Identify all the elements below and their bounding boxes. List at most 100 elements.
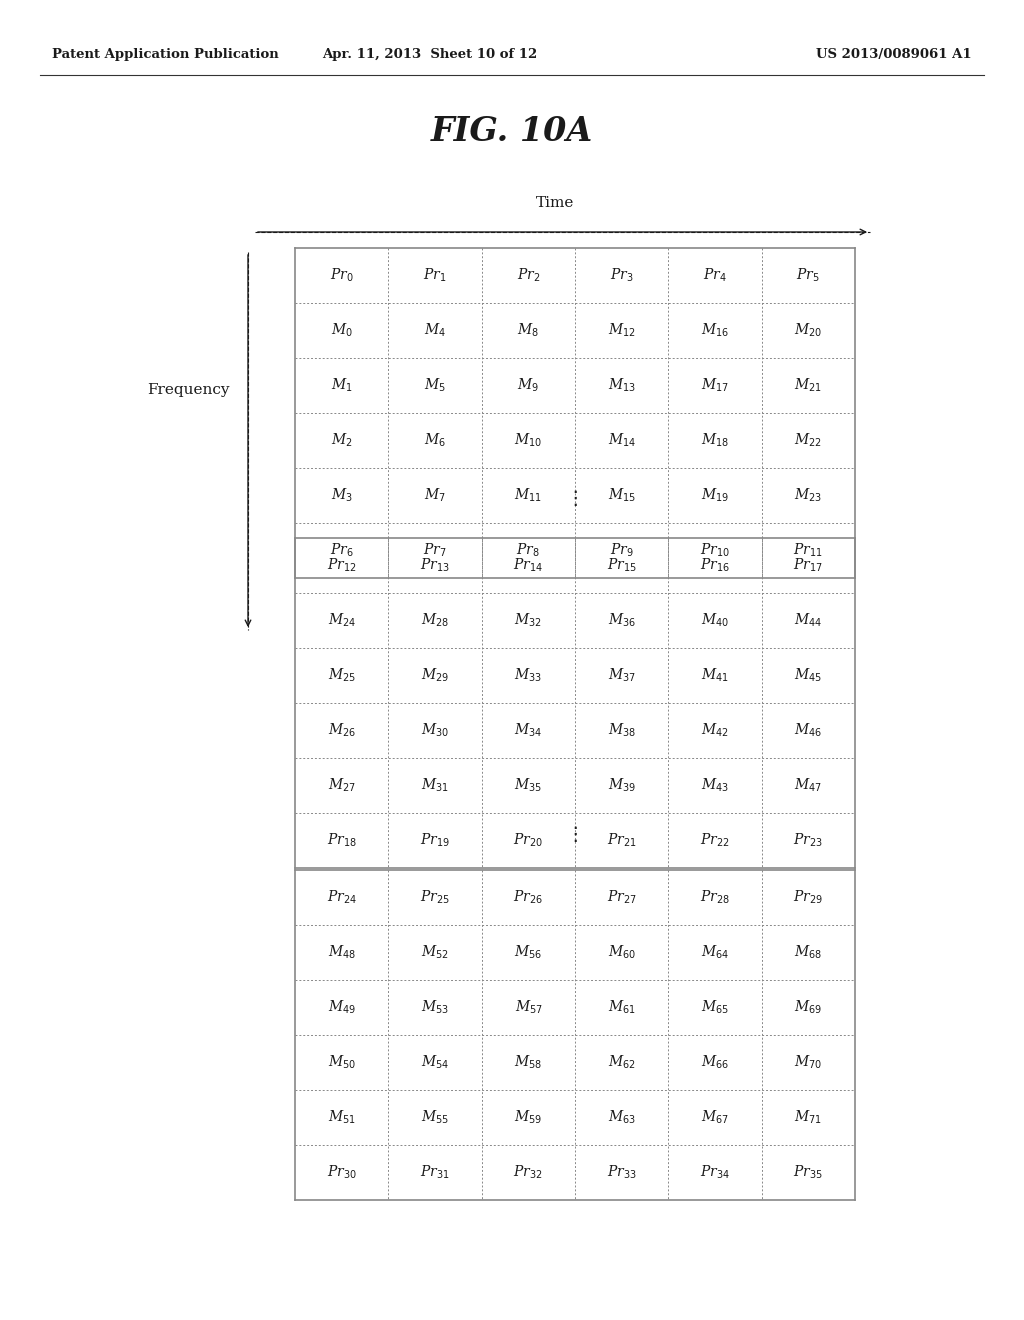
- Text: US 2013/0089061 A1: US 2013/0089061 A1: [816, 48, 972, 61]
- Text: Pr$_{25}$: Pr$_{25}$: [420, 888, 450, 907]
- Text: Pr$_{11}$: Pr$_{11}$: [794, 541, 823, 560]
- Text: M$_{28}$: M$_{28}$: [421, 611, 450, 630]
- Text: Pr$_1$: Pr$_1$: [423, 267, 446, 284]
- Text: M$_{45}$: M$_{45}$: [795, 667, 822, 684]
- Text: M$_{41}$: M$_{41}$: [701, 667, 729, 684]
- Text: M$_{24}$: M$_{24}$: [328, 611, 355, 630]
- Text: M$_{25}$: M$_{25}$: [328, 667, 355, 684]
- Bar: [295, 539, 855, 869]
- Text: M$_2$: M$_2$: [331, 432, 352, 449]
- Text: Pr$_5$: Pr$_5$: [797, 267, 820, 284]
- Text: M$_{58}$: M$_{58}$: [514, 1053, 543, 1072]
- Text: M$_{40}$: M$_{40}$: [700, 611, 729, 630]
- Text: M$_{47}$: M$_{47}$: [795, 776, 822, 795]
- Text: M$_{62}$: M$_{62}$: [607, 1053, 636, 1072]
- Text: Pr$_{31}$: Pr$_{31}$: [420, 1164, 450, 1181]
- Text: M$_{50}$: M$_{50}$: [328, 1053, 355, 1072]
- Text: M$_{38}$: M$_{38}$: [607, 722, 636, 739]
- Text: M$_{36}$: M$_{36}$: [607, 611, 636, 630]
- Text: M$_5$: M$_5$: [424, 376, 446, 395]
- Text: Pr$_{34}$: Pr$_{34}$: [700, 1164, 730, 1181]
- Text: M$_{14}$: M$_{14}$: [607, 432, 636, 449]
- Text: M$_0$: M$_0$: [331, 322, 352, 339]
- Text: M$_{11}$: M$_{11}$: [514, 487, 543, 504]
- Text: M$_{21}$: M$_{21}$: [795, 376, 822, 395]
- Text: M$_{17}$: M$_{17}$: [701, 376, 729, 395]
- Text: Frequency: Frequency: [146, 383, 229, 397]
- Text: Pr$_{27}$: Pr$_{27}$: [607, 888, 637, 907]
- Text: M$_{65}$: M$_{65}$: [700, 999, 729, 1016]
- Text: Pr$_{33}$: Pr$_{33}$: [607, 1164, 637, 1181]
- Bar: [295, 870, 855, 1200]
- Text: M$_{32}$: M$_{32}$: [514, 611, 543, 630]
- Text: M$_{52}$: M$_{52}$: [421, 944, 449, 961]
- Text: M$_{54}$: M$_{54}$: [421, 1053, 450, 1072]
- Text: Pr$_0$: Pr$_0$: [330, 267, 353, 284]
- Text: M$_{55}$: M$_{55}$: [421, 1109, 450, 1126]
- Text: M$_{26}$: M$_{26}$: [328, 722, 355, 739]
- Text: Time: Time: [536, 195, 574, 210]
- Text: M$_{70}$: M$_{70}$: [795, 1053, 822, 1072]
- Text: M$_{48}$: M$_{48}$: [328, 944, 355, 961]
- Text: M$_6$: M$_6$: [424, 432, 446, 449]
- Text: M$_{27}$: M$_{27}$: [328, 776, 355, 795]
- Text: M$_{34}$: M$_{34}$: [514, 722, 543, 739]
- Text: Pr$_4$: Pr$_4$: [703, 267, 727, 284]
- Text: M$_{61}$: M$_{61}$: [607, 999, 636, 1016]
- Text: M$_{44}$: M$_{44}$: [795, 611, 822, 630]
- Text: M$_{29}$: M$_{29}$: [421, 667, 450, 684]
- Text: M$_{19}$: M$_{19}$: [700, 487, 729, 504]
- Text: Pr$_{20}$: Pr$_{20}$: [513, 832, 544, 849]
- Text: FIG. 10A: FIG. 10A: [431, 115, 593, 148]
- Text: Pr$_{22}$: Pr$_{22}$: [700, 832, 730, 849]
- Text: M$_{35}$: M$_{35}$: [514, 776, 543, 795]
- Text: M$_7$: M$_7$: [424, 487, 446, 504]
- Text: Pr$_{23}$: Pr$_{23}$: [794, 832, 823, 849]
- Text: M$_{59}$: M$_{59}$: [514, 1109, 542, 1126]
- Bar: [295, 248, 855, 578]
- Text: Pr$_8$: Pr$_8$: [516, 541, 541, 560]
- Text: Pr$_{24}$: Pr$_{24}$: [327, 888, 356, 907]
- Text: M$_{15}$: M$_{15}$: [607, 487, 636, 504]
- Text: M$_{68}$: M$_{68}$: [795, 944, 822, 961]
- Text: Pr$_{21}$: Pr$_{21}$: [607, 832, 637, 849]
- Text: M$_{56}$: M$_{56}$: [514, 944, 543, 961]
- Text: M$_{37}$: M$_{37}$: [607, 667, 636, 684]
- Text: Pr$_{16}$: Pr$_{16}$: [700, 557, 730, 574]
- Text: M$_9$: M$_9$: [517, 376, 540, 395]
- Text: ⋮: ⋮: [565, 488, 585, 507]
- Text: Pr$_{35}$: Pr$_{35}$: [794, 1164, 823, 1181]
- Text: M$_{51}$: M$_{51}$: [328, 1109, 355, 1126]
- Text: M$_{30}$: M$_{30}$: [421, 722, 450, 739]
- Text: Pr$_{14}$: Pr$_{14}$: [513, 557, 544, 574]
- Text: M$_{57}$: M$_{57}$: [515, 999, 542, 1016]
- Text: M$_{71}$: M$_{71}$: [795, 1109, 822, 1126]
- Text: M$_{43}$: M$_{43}$: [701, 776, 729, 795]
- Text: Pr$_6$: Pr$_6$: [330, 541, 353, 560]
- Text: M$_8$: M$_8$: [517, 322, 540, 339]
- Text: M$_{69}$: M$_{69}$: [795, 999, 822, 1016]
- Text: Pr$_{17}$: Pr$_{17}$: [794, 557, 823, 574]
- Text: M$_{49}$: M$_{49}$: [328, 999, 355, 1016]
- Text: M$_{63}$: M$_{63}$: [607, 1109, 636, 1126]
- Text: Patent Application Publication: Patent Application Publication: [52, 48, 279, 61]
- Text: Pr$_{18}$: Pr$_{18}$: [327, 832, 356, 849]
- Text: Pr$_7$: Pr$_7$: [423, 541, 446, 560]
- Text: Pr$_2$: Pr$_2$: [516, 267, 540, 284]
- Text: Pr$_{19}$: Pr$_{19}$: [420, 832, 450, 849]
- Text: M$_{20}$: M$_{20}$: [795, 322, 822, 339]
- Text: ⋮: ⋮: [565, 825, 585, 845]
- Text: Apr. 11, 2013  Sheet 10 of 12: Apr. 11, 2013 Sheet 10 of 12: [323, 48, 538, 61]
- Text: M$_{33}$: M$_{33}$: [514, 667, 543, 684]
- Text: M$_{46}$: M$_{46}$: [795, 722, 822, 739]
- Text: Pr$_{28}$: Pr$_{28}$: [700, 888, 730, 907]
- Text: Pr$_{12}$: Pr$_{12}$: [327, 557, 356, 574]
- Text: Pr$_{30}$: Pr$_{30}$: [327, 1164, 356, 1181]
- Text: Pr$_3$: Pr$_3$: [610, 267, 634, 284]
- Text: M$_{22}$: M$_{22}$: [795, 432, 822, 449]
- Text: M$_{12}$: M$_{12}$: [607, 322, 636, 339]
- Text: M$_{16}$: M$_{16}$: [700, 322, 729, 339]
- Text: M$_{18}$: M$_{18}$: [700, 432, 729, 449]
- Text: Pr$_{32}$: Pr$_{32}$: [513, 1164, 543, 1181]
- Text: M$_{10}$: M$_{10}$: [514, 432, 543, 449]
